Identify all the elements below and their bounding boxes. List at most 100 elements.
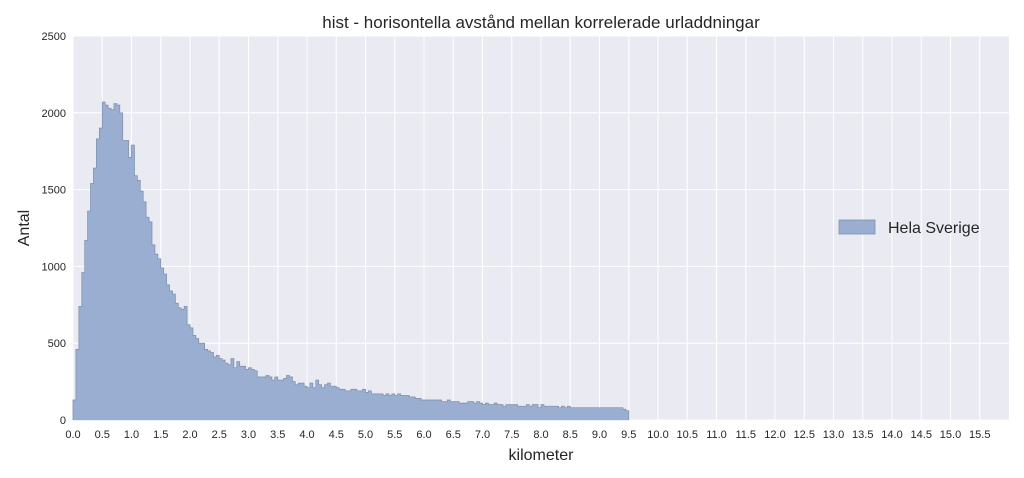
legend-swatch (838, 219, 876, 235)
histogram-bar (295, 384, 299, 421)
histogram-bar (438, 399, 442, 421)
histogram-bar (239, 366, 243, 421)
histogram-bar (204, 349, 208, 421)
x-tick-label: 5.0 (358, 429, 373, 441)
x-tick-label: 2.0 (182, 429, 197, 441)
histogram-bar (391, 393, 395, 421)
histogram-bar (104, 104, 109, 421)
histogram-bar (417, 398, 422, 421)
histogram-bar (400, 395, 404, 421)
histogram-bar (622, 409, 627, 421)
histogram-bar (491, 404, 495, 421)
x-tick-label: 9.5 (621, 429, 636, 441)
histogram-bar (183, 306, 188, 421)
x-axis-label: kilometer (509, 447, 575, 464)
histogram-bar (605, 407, 609, 421)
x-tick-label: 14.0 (881, 429, 902, 441)
histogram-bar (213, 356, 217, 421)
histogram-bar (298, 382, 302, 421)
histogram-bar (511, 404, 515, 421)
histogram-bar (526, 404, 530, 421)
histogram-bar (625, 410, 629, 421)
histogram-bar (371, 393, 375, 421)
histogram-bar (315, 379, 319, 421)
histogram-bar (374, 393, 378, 421)
histogram-bar (201, 343, 205, 421)
histogram-bar (496, 404, 501, 421)
histogram-bar (467, 401, 471, 421)
histogram-bar (125, 140, 129, 421)
histogram-bar (251, 369, 255, 421)
histogram-bar (134, 175, 138, 421)
histogram-bar (520, 405, 524, 421)
x-tick-label: 8.5 (563, 429, 578, 441)
x-tick-label: 9.0 (592, 429, 607, 441)
histogram-bar (359, 390, 363, 421)
histogram-bar (523, 405, 527, 421)
histogram-bar (336, 387, 340, 421)
histogram-bar (611, 407, 615, 421)
histogram-bar (166, 284, 170, 421)
x-tick-label: 0.0 (65, 429, 80, 441)
histogram-bar (368, 390, 372, 421)
histogram-bar (590, 407, 594, 421)
histogram-bar (356, 390, 360, 421)
histogram-bar (327, 382, 331, 421)
histogram-bar (453, 401, 457, 421)
histogram-bar (280, 379, 284, 421)
histogram-bar (207, 350, 211, 421)
histogram-bar (137, 180, 141, 421)
histogram-bar (262, 376, 267, 421)
histogram-bar (397, 393, 401, 421)
y-tick-label: 0 (60, 415, 66, 427)
histogram-bar (388, 395, 393, 421)
histogram-bar (283, 378, 287, 421)
histogram-bar (306, 387, 311, 421)
histogram-bar (210, 352, 214, 421)
histogram-bar (102, 101, 106, 421)
histogram-bar (385, 393, 390, 421)
histogram-bar (224, 362, 229, 421)
histogram-bar (575, 407, 580, 421)
histogram-bar (596, 407, 600, 421)
histogram-bar (415, 398, 419, 421)
histogram-bar (426, 399, 431, 421)
histogram-bar (529, 405, 533, 421)
x-tick-label: 6.0 (416, 429, 431, 441)
x-tick-label: 10.0 (647, 429, 668, 441)
y-tick-labels: 0 500 1000 1500 2000 2500 (42, 31, 66, 427)
histogram-bar (362, 389, 366, 421)
histogram-bar (581, 407, 586, 421)
histogram-bar (81, 272, 85, 421)
histogram-bar (458, 402, 463, 421)
histogram-bar (502, 405, 507, 421)
histogram-bar (178, 307, 182, 421)
histogram-bar (93, 167, 97, 421)
histogram-bar (409, 396, 413, 421)
y-tick-label: 500 (48, 338, 66, 350)
legend-label: Hela Sverige (888, 220, 980, 237)
histogram-bar (271, 379, 276, 421)
chart-title: hist - horisontella avstånd mellan korre… (322, 13, 760, 32)
histogram-bar (148, 221, 153, 421)
x-tick-label: 4.0 (299, 429, 314, 441)
legend: Hela Sverige (838, 219, 980, 237)
histogram-bar (119, 112, 123, 421)
histogram-bar (221, 359, 226, 421)
x-tick-label: 7.0 (475, 429, 490, 441)
histogram-bar (549, 405, 553, 421)
histogram-bar (543, 405, 548, 421)
histogram-bar (382, 395, 387, 421)
histogram-bar (245, 369, 249, 421)
histogram-bar (154, 253, 159, 421)
histogram-bar (412, 396, 416, 421)
histogram-bar (87, 210, 91, 421)
histogram-bar (189, 327, 194, 421)
histogram-bar (227, 364, 232, 421)
x-tick-labels: 0.0 0.5 1.0 1.5 2.0 2.5 3.0 3.5 4.0 4.5 5.0 5.5 6.0 6… (65, 429, 990, 441)
histogram-bar (406, 395, 410, 421)
histogram-bar (84, 240, 88, 421)
histogram-bar (423, 399, 428, 421)
grid-lines (72, 35, 1009, 421)
y-axis-label: Antal (16, 210, 33, 246)
